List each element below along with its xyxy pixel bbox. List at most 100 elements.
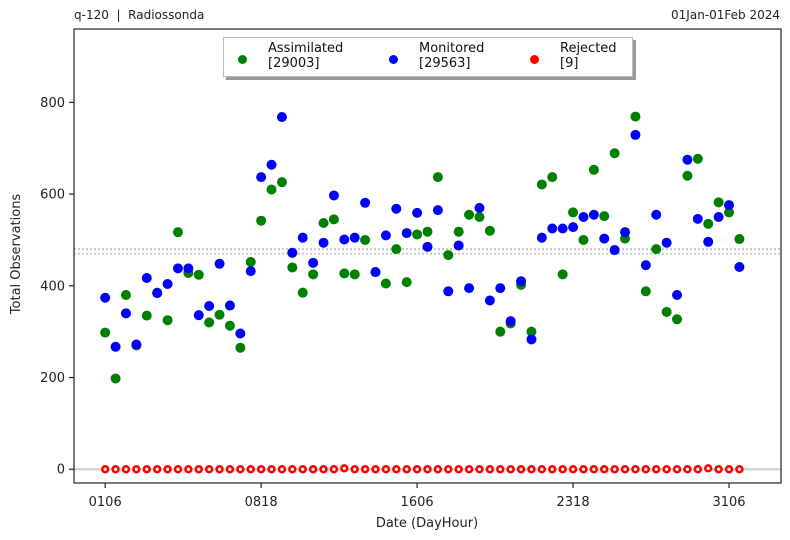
point-assimilated xyxy=(141,310,152,321)
point-monitored xyxy=(557,223,568,234)
point-center-rejected xyxy=(592,467,596,471)
point-center-rejected xyxy=(633,467,638,471)
point-assimilated xyxy=(443,250,454,261)
point-assimilated xyxy=(308,269,319,280)
plot-area xyxy=(74,29,781,483)
point-assimilated xyxy=(734,234,745,245)
point-monitored xyxy=(214,258,225,269)
point-center-rejected xyxy=(446,467,450,471)
point-assimilated xyxy=(245,256,256,267)
point-monitored xyxy=(297,232,308,243)
point-monitored xyxy=(152,288,163,299)
point-assimilated xyxy=(484,225,495,236)
point-center-rejected xyxy=(550,467,554,471)
point-center-rejected xyxy=(675,467,679,471)
point-assimilated xyxy=(328,214,339,225)
point-monitored xyxy=(224,300,235,311)
point-monitored xyxy=(141,273,152,284)
point-assimilated xyxy=(672,314,683,325)
point-center-rejected xyxy=(561,467,565,471)
point-center-rejected xyxy=(301,467,305,471)
point-monitored xyxy=(672,289,683,300)
point-monitored xyxy=(339,234,350,245)
point-monitored xyxy=(526,334,537,345)
point-assimilated xyxy=(100,327,111,338)
point-assimilated xyxy=(318,217,329,228)
point-center-rejected xyxy=(332,467,336,471)
point-monitored xyxy=(568,222,579,233)
point-assimilated xyxy=(349,269,360,280)
point-assimilated xyxy=(360,234,371,245)
point-assimilated xyxy=(474,212,485,223)
point-center-rejected xyxy=(519,467,523,471)
point-monitored xyxy=(464,283,475,294)
point-assimilated xyxy=(464,209,475,220)
point-center-rejected xyxy=(269,467,274,471)
point-center-rejected xyxy=(602,467,606,471)
point-assimilated xyxy=(568,207,579,218)
point-monitored xyxy=(609,245,620,256)
point-center-rejected xyxy=(665,467,669,471)
x-tick-label: 2318 xyxy=(557,495,590,510)
point-center-rejected xyxy=(613,467,617,471)
point-center-rejected xyxy=(457,467,461,471)
point-center-rejected xyxy=(436,467,440,471)
point-assimilated xyxy=(692,153,703,164)
legend-marker-monitored xyxy=(389,55,398,64)
point-monitored xyxy=(204,300,215,311)
point-monitored xyxy=(682,154,693,165)
point-assimilated xyxy=(724,207,735,218)
point-center-rejected xyxy=(685,467,690,471)
legend-marker-rejected xyxy=(530,55,539,64)
point-center-rejected xyxy=(623,467,627,471)
legend-count-assimilated: [29003] xyxy=(268,56,320,71)
point-assimilated xyxy=(682,170,693,181)
point-assimilated xyxy=(235,342,246,353)
legend-count-monitored: [29563] xyxy=(419,56,471,71)
header-right-date-range: 01Jan-01Feb 2024 xyxy=(671,8,780,22)
point-monitored xyxy=(724,200,735,211)
point-center-rejected xyxy=(644,467,648,471)
point-monitored xyxy=(120,308,131,319)
point-monitored xyxy=(703,236,714,247)
x-tick-label: 3106 xyxy=(712,495,745,510)
point-assimilated xyxy=(630,111,641,122)
point-monitored xyxy=(734,262,745,273)
point-center-rejected xyxy=(488,467,492,471)
point-center-rejected xyxy=(311,467,315,471)
point-assimilated xyxy=(297,287,308,298)
point-center-rejected xyxy=(425,467,430,471)
point-assimilated xyxy=(256,215,267,226)
point-center-rejected xyxy=(384,467,388,471)
point-monitored xyxy=(172,263,183,274)
point-center-rejected xyxy=(529,467,534,471)
point-monitored xyxy=(360,197,371,208)
point-monitored xyxy=(443,286,454,297)
point-monitored xyxy=(620,227,631,238)
x-tick-label: 0818 xyxy=(245,495,278,510)
point-assimilated xyxy=(214,309,225,320)
point-assimilated xyxy=(588,164,599,175)
x-tick-label: 0106 xyxy=(89,495,122,510)
point-center-rejected xyxy=(477,467,482,471)
x-axis-label: Date (DayHour) xyxy=(376,516,478,531)
point-center-rejected xyxy=(238,467,242,471)
point-assimilated xyxy=(339,268,350,279)
point-center-rejected xyxy=(342,466,346,470)
point-center-rejected xyxy=(581,467,586,471)
point-center-rejected xyxy=(415,467,419,471)
point-center-rejected xyxy=(394,467,398,471)
point-assimilated xyxy=(266,184,277,195)
point-assimilated xyxy=(578,234,589,245)
point-monitored xyxy=(578,212,589,223)
point-assimilated xyxy=(432,172,443,183)
point-center-rejected xyxy=(654,467,658,471)
point-center-rejected xyxy=(228,467,232,471)
point-assimilated xyxy=(495,326,506,337)
point-center-rejected xyxy=(373,467,378,471)
point-assimilated xyxy=(713,197,724,208)
point-center-rejected xyxy=(363,467,367,471)
point-monitored xyxy=(256,172,267,183)
point-assimilated xyxy=(557,269,568,280)
point-assimilated xyxy=(401,277,412,288)
